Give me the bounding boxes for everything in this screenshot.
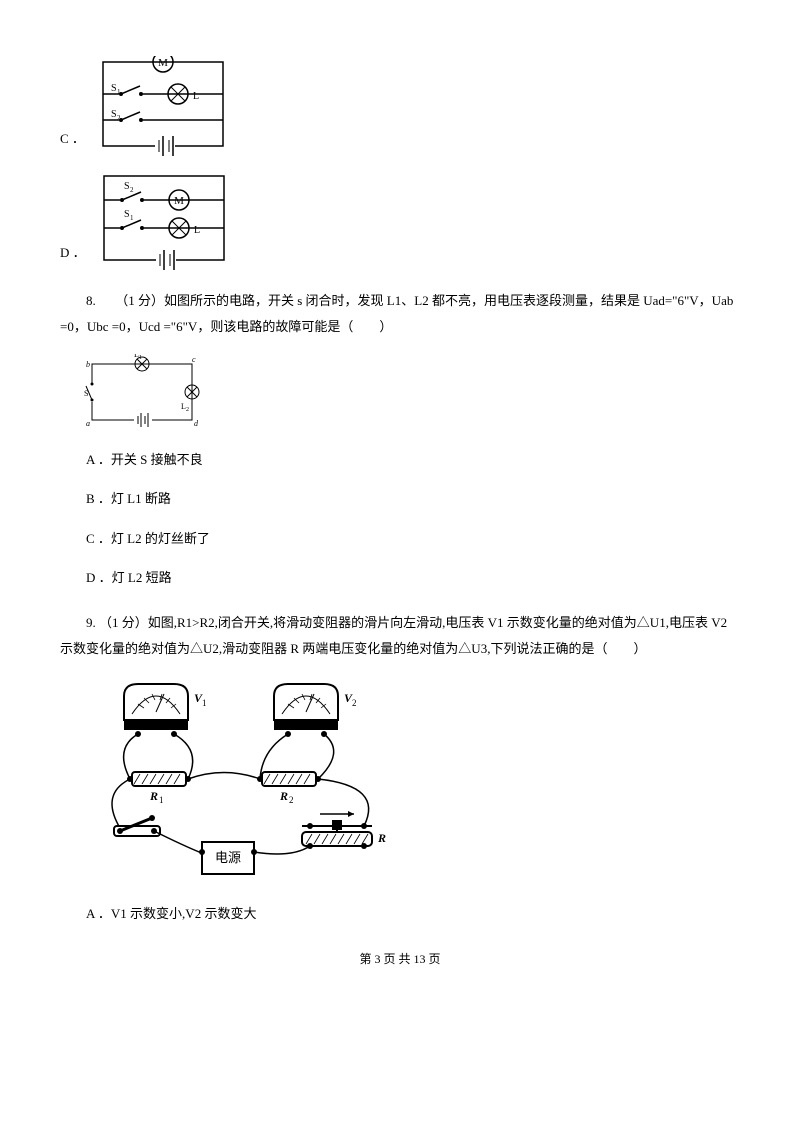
svg-text:S: S [84,389,88,398]
q9-choice-a: A ．V1 示数变小,V2 示数变大 [60,902,740,925]
svg-text:a: a [86,419,90,428]
svg-text:2: 2 [186,407,189,413]
s1-label-d: S [124,209,130,220]
circuit-d-figure: S 2 M S 1 L [94,170,234,270]
motor-label-d: M [174,195,184,207]
q8-choices: A ．开关 S 接触不良 B ．灯 L1 断路 C ．灯 L2 的灯丝断了 D … [60,448,740,590]
svg-text:1: 1 [202,698,207,708]
svg-text:R: R [149,789,158,803]
q8-choice-a: A ．开关 S 接触不良 [60,448,740,471]
s1-sub: 1 [117,88,121,96]
svg-text:d: d [194,419,199,428]
option-c-row: C ． M S 1 L S 2 [60,56,740,156]
page-footer: 第 3 页 共 13 页 [60,949,740,971]
option-d-row: D ． S 2 M S 1 L [60,170,740,270]
svg-text:R: R [377,831,386,845]
s2-label-d: S [124,181,130,192]
svg-text:2: 2 [352,698,357,708]
s2-label-c: S [111,109,117,120]
svg-text:c: c [192,355,196,364]
option-c-label: C ． [60,127,85,156]
s2-sub-c: 2 [117,114,121,122]
option-d-label: D ． [60,241,86,270]
lamp-l-label-d: L [194,225,200,236]
s2-sub-d: 2 [130,186,134,194]
svg-text:1: 1 [139,355,142,361]
svg-text:1: 1 [159,795,164,805]
q8-figure: L1 L2 S b c a d [84,354,204,432]
q9-figure: V 1 V 2 R 1 [84,676,404,886]
circuit-c-figure: M S 1 L S 2 [93,56,233,156]
q8-text: 8. （1 分）如图所示的电路，开关 s 闭合时，发现 L1、L2 都不亮，用电… [60,288,740,340]
motor-label: M [158,57,168,69]
s1-sub-d: 1 [130,214,134,222]
svg-text:电源: 电源 [215,850,241,865]
q8-choice-b: B ．灯 L1 断路 [60,487,740,510]
lamp-l-label-c: L [193,91,199,102]
s1-label: S [111,83,117,94]
q8-choice-d: D ．灯 L2 短路 [60,566,740,589]
q9-choices: A ．V1 示数变小,V2 示数变大 [60,902,740,925]
q9-text: 9. （1 分）如图,R1>R2,闭合开关,将滑动变阻器的滑片向左滑动,电压表 … [60,610,740,662]
page: C ． M S 1 L S 2 [0,0,800,1011]
svg-text:R: R [279,789,288,803]
q8-choice-c: C ．灯 L2 的灯丝断了 [60,527,740,550]
svg-text:2: 2 [289,795,294,805]
svg-text:b: b [86,360,90,369]
